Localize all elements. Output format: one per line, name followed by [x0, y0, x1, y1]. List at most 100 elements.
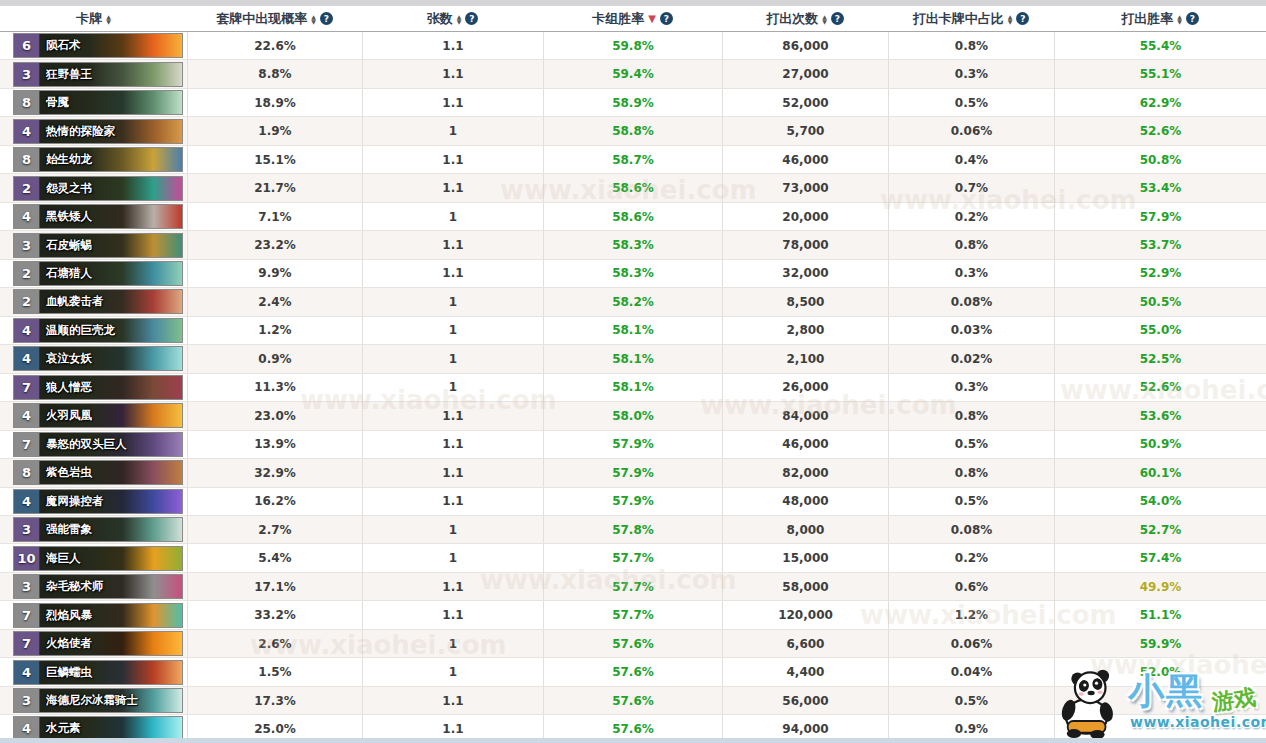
- card-art: 始生幼龙: [40, 148, 182, 171]
- card-tile[interactable]: 2石塘猎人: [13, 261, 183, 286]
- card-tile[interactable]: 8始生幼龙: [13, 147, 183, 172]
- table-row: 4黑铁矮人7.1%158.6%20,0000.2%57.9%: [0, 203, 1266, 231]
- copies-cell: 1.1: [362, 687, 543, 714]
- help-icon[interactable]: ?: [320, 12, 333, 25]
- sort-arrows-icon[interactable]: ▲▼: [822, 14, 827, 24]
- column-label: 打出卡牌中占比: [913, 10, 1004, 28]
- sort-arrows-icon[interactable]: ▲▼: [1008, 14, 1013, 24]
- card-tile[interactable]: 6陨石术: [13, 33, 183, 58]
- card-tile[interactable]: 2血帆袭击者: [13, 289, 183, 314]
- copies-cell: 1.1: [362, 402, 543, 429]
- card-name: 石皮蜥蜴: [40, 238, 92, 253]
- sort-arrows-icon[interactable]: ▲▼: [1177, 14, 1182, 24]
- card-name: 巨鳞蠕虫: [40, 665, 92, 680]
- sort-arrows-icon[interactable]: ▲▼: [311, 14, 316, 24]
- card-cell: 4黑铁矮人: [0, 203, 187, 230]
- card-tile[interactable]: 7烈焰风暴: [13, 603, 183, 628]
- deck-winrate-cell: 58.6%: [543, 174, 722, 201]
- mana-cost-badge: 4: [14, 120, 40, 143]
- card-tile[interactable]: 8骨魇: [13, 90, 183, 115]
- played-share-cell: 0.3%: [888, 60, 1054, 87]
- card-tile[interactable]: 4哀泣女妖: [13, 346, 183, 371]
- card-cell: 3杂毛秘术师: [0, 573, 187, 600]
- card-name: 杂毛秘术师: [40, 579, 104, 594]
- appear-rate-cell: 2.4%: [187, 288, 362, 315]
- copies-cell: 1.1: [362, 459, 543, 486]
- times-played-cell: 84,000: [722, 402, 888, 429]
- played-winrate-cell: 53.6%: [1054, 402, 1266, 429]
- played-winrate-cell: [1054, 687, 1266, 714]
- card-tile[interactable]: 3石皮蜥蜴: [13, 233, 183, 258]
- column-header-played-winrate[interactable]: 打出胜率▲▼?: [1054, 6, 1266, 31]
- card-tile[interactable]: 3海德尼尔冰霜骑士: [13, 688, 183, 713]
- copies-cell: 1.1: [362, 146, 543, 173]
- sort-arrows-icon[interactable]: ▲▼: [457, 14, 462, 24]
- times-played-cell: 32,000: [722, 260, 888, 287]
- played-winrate-cell: 50.9%: [1054, 431, 1266, 458]
- card-tile[interactable]: 4火羽凤凰: [13, 403, 183, 428]
- card-cell: 4巨鳞蠕虫: [0, 658, 187, 685]
- card-art: 暴怒的双头巨人: [40, 433, 182, 456]
- mana-cost-badge: 2: [14, 290, 40, 313]
- appear-rate-cell: 2.6%: [187, 630, 362, 657]
- card-tile[interactable]: 4魔网操控者: [13, 489, 183, 514]
- card-name: 热情的探险家: [40, 124, 115, 139]
- deck-winrate-cell: 58.2%: [543, 288, 722, 315]
- card-tile[interactable]: 4黑铁矮人: [13, 204, 183, 229]
- card-tile[interactable]: 3强能雷象: [13, 517, 183, 542]
- table-row: 10海巨人5.4%157.7%15,0000.2%57.4%: [0, 544, 1266, 572]
- help-icon[interactable]: ?: [660, 12, 673, 25]
- card-tile[interactable]: 10海巨人: [13, 546, 183, 571]
- help-icon[interactable]: ?: [831, 12, 844, 25]
- column-header-deck-winrate[interactable]: 卡组胜率▼?: [543, 6, 722, 31]
- table-row: 2石塘猎人9.9%1.158.3%32,0000.3%52.9%: [0, 260, 1266, 288]
- card-tile[interactable]: 3狂野兽王: [13, 62, 183, 87]
- card-name: 火羽凤凰: [40, 408, 92, 423]
- column-header-card[interactable]: 卡牌▲▼: [0, 6, 187, 31]
- copies-cell: 1: [362, 374, 543, 401]
- card-cell: 7烈焰风暴: [0, 601, 187, 628]
- card-tile[interactable]: 4温顺的巨壳龙: [13, 318, 183, 343]
- copies-cell: 1: [362, 630, 543, 657]
- card-art: 血帆袭击者: [40, 290, 182, 313]
- played-share-cell: 0.5%: [888, 687, 1054, 714]
- times-played-cell: 78,000: [722, 231, 888, 258]
- card-cell: 4火羽凤凰: [0, 402, 187, 429]
- appear-rate-cell: 2.7%: [187, 516, 362, 543]
- column-header-copies[interactable]: 张数▲▼?: [362, 6, 543, 31]
- played-winrate-cell: 52.5%: [1054, 345, 1266, 372]
- times-played-cell: 46,000: [722, 431, 888, 458]
- help-icon[interactable]: ?: [1016, 12, 1029, 25]
- card-tile[interactable]: 4巨鳞蠕虫: [13, 660, 183, 685]
- played-winrate-cell: 50.8%: [1054, 146, 1266, 173]
- played-winrate-cell: 55.0%: [1054, 317, 1266, 344]
- card-tile[interactable]: 3杂毛秘术师: [13, 574, 183, 599]
- column-header-times-played[interactable]: 打出次数▲▼?: [722, 6, 888, 31]
- sort-desc-active-icon[interactable]: ▼: [648, 14, 656, 24]
- appear-rate-cell: 1.5%: [187, 658, 362, 685]
- card-tile[interactable]: 8紫色岩虫: [13, 460, 183, 485]
- card-cell: 4哀泣女妖: [0, 345, 187, 372]
- card-tile[interactable]: 7狼人憎恶: [13, 375, 183, 400]
- played-share-cell: 0.03%: [888, 317, 1054, 344]
- sort-arrows-icon[interactable]: ▲▼: [106, 14, 111, 24]
- card-name: 烈焰风暴: [40, 608, 92, 623]
- card-tile[interactable]: 7暴怒的双头巨人: [13, 432, 183, 457]
- help-icon[interactable]: ?: [1186, 12, 1199, 25]
- card-art: 火焰使者: [40, 632, 182, 655]
- card-tile[interactable]: 2怨灵之书: [13, 176, 183, 201]
- card-cell: 3海德尼尔冰霜骑士: [0, 687, 187, 714]
- appear-rate-cell: 13.9%: [187, 431, 362, 458]
- times-played-cell: 120,000: [722, 601, 888, 628]
- column-label: 套牌中出现概率: [216, 10, 307, 28]
- card-name: 始生幼龙: [40, 152, 92, 167]
- times-played-cell: 27,000: [722, 60, 888, 87]
- column-header-appear-rate[interactable]: 套牌中出现概率 ▲▼?: [187, 6, 362, 31]
- card-tile[interactable]: 4热情的探险家: [13, 119, 183, 144]
- times-played-cell: 58,000: [722, 573, 888, 600]
- table-row: 4温顺的巨壳龙1.2%158.1%2,8000.03%55.0%: [0, 317, 1266, 345]
- card-tile[interactable]: 7火焰使者: [13, 631, 183, 656]
- column-header-played-share[interactable]: 打出卡牌中占比 ▲▼?: [888, 6, 1054, 31]
- help-icon[interactable]: ?: [465, 12, 478, 25]
- played-share-cell: 0.8%: [888, 231, 1054, 258]
